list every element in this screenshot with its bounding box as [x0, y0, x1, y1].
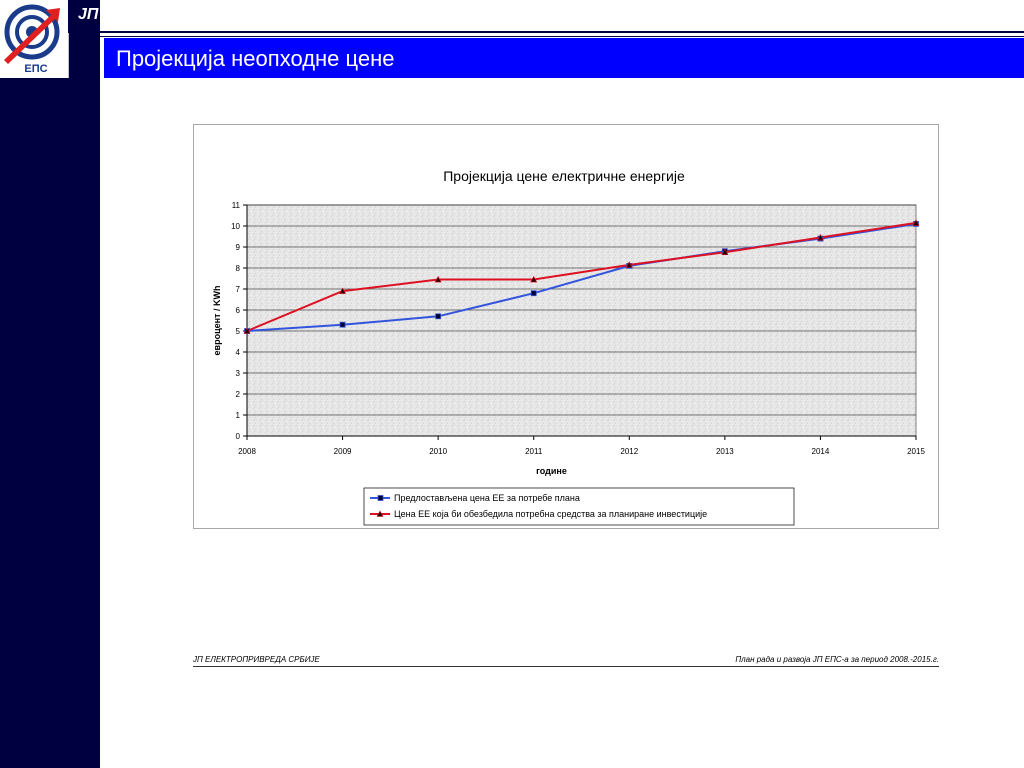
- data-point-series-1: [339, 321, 346, 328]
- x-tick-label: 2015: [907, 447, 925, 456]
- y-tick-label: 5: [236, 327, 241, 336]
- data-point-series-2: [816, 233, 824, 241]
- y-tick-label: 11: [232, 201, 241, 210]
- legend-box: [363, 487, 795, 526]
- y-tick-label: 3: [236, 369, 241, 378]
- y-tick-label: 6: [236, 306, 241, 315]
- logo-text: ЕПС: [24, 63, 47, 75]
- data-point-series-1: [530, 290, 537, 297]
- x-tick-label: 2014: [812, 447, 830, 456]
- header-rule-thin: [100, 36, 1024, 37]
- legend-marker-2: [376, 510, 384, 517]
- y-tick-label: 1: [236, 411, 241, 420]
- page-title: Пројекција неопходне цене: [116, 46, 395, 71]
- title-bar: Пројекција неопходне цене: [104, 38, 1024, 78]
- x-tick-label: 2011: [525, 447, 543, 456]
- legend-label-1: Предлостављена цена ЕЕ за потребе плана: [394, 493, 580, 503]
- data-point-series-2: [625, 261, 633, 268]
- data-point-series-2: [243, 327, 251, 334]
- legend-label-2: Цена ЕЕ која би обезбедила потребна сред…: [394, 509, 707, 519]
- data-point-series-2: [530, 275, 538, 283]
- x-tick-label: 2009: [334, 447, 352, 456]
- top-bar: [68, 0, 100, 31]
- y-tick-label: 7: [236, 285, 241, 294]
- y-tick-label: 9: [236, 243, 241, 252]
- x-tick-label: 2012: [620, 447, 638, 456]
- y-tick-label: 2: [236, 390, 241, 399]
- legend: Предлостављена цена ЕЕ за потребе плана Ц…: [363, 487, 795, 526]
- logo: ЕПС: [0, 0, 69, 78]
- x-tick-label: 2010: [429, 447, 447, 456]
- x-tick-label: 2013: [716, 447, 734, 456]
- footer-rule: [193, 666, 939, 667]
- chart-title: Пројекција цене електричне енергије: [443, 168, 685, 184]
- y-tick-label: 4: [236, 348, 241, 357]
- org-abbrev: ЈП: [78, 6, 99, 23]
- header-rule: [68, 31, 1024, 33]
- footer-plan: План рада и развоја ЈП ЕПС-а за период 2…: [735, 655, 939, 664]
- chart-frame: Пројекција цене електричне енергије 0 1 2 3…: [193, 124, 939, 529]
- legend-marker-1: [377, 495, 384, 501]
- data-point-series-2: [434, 275, 442, 283]
- data-point-series-2: [912, 219, 920, 226]
- data-point-series-2: [721, 248, 729, 256]
- y-tick-label: 8: [236, 264, 241, 273]
- series-line-2: [246, 221, 917, 332]
- eps-logo-icon: ЕПС: [4, 4, 60, 75]
- x-tick-label: 2008: [238, 447, 256, 456]
- footer-org: ЈП ЕЛЕКТРОПРИВРЕДА СРБИЈЕ: [193, 655, 320, 664]
- data-point-series-1: [435, 313, 442, 320]
- y-tick-label: 0: [236, 432, 241, 441]
- data-point-series-2: [339, 287, 347, 294]
- x-axis-label: године: [536, 466, 567, 476]
- y-axis-label: евроцент / KWh: [212, 286, 222, 356]
- y-tick-label: 10: [231, 222, 240, 231]
- sidebar: [0, 0, 100, 768]
- line-chart: Пројекција цене електричне енергије 0 1 2 3…: [212, 168, 925, 526]
